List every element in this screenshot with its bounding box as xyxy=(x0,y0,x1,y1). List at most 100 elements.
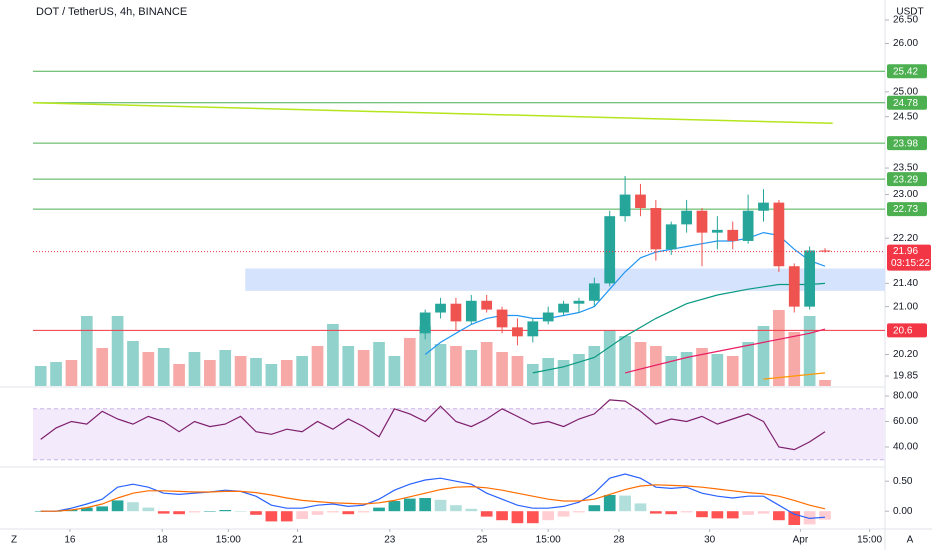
volume-bar xyxy=(265,364,278,386)
y-tick-label: 26.50 xyxy=(893,15,918,26)
macd-histogram-bar xyxy=(265,511,278,522)
x-tick-label: 15:00 xyxy=(857,535,882,546)
macd-histogram-bar xyxy=(588,505,601,512)
y-tick-label: 25.00 xyxy=(893,86,918,97)
candle-body xyxy=(711,229,723,233)
moving-average xyxy=(624,328,826,374)
macd-histogram-bar xyxy=(557,511,570,517)
macd-histogram-bar xyxy=(511,511,524,524)
volume-bar xyxy=(204,360,216,386)
x-tick-label: Apr xyxy=(793,535,809,546)
auto-scale-button[interactable]: A xyxy=(907,535,914,546)
volume-bar xyxy=(96,348,109,386)
volume-bar xyxy=(696,348,708,386)
macd-histogram-bar xyxy=(234,511,247,512)
volume-bar xyxy=(65,360,78,386)
macd-histogram-bar xyxy=(496,511,508,521)
candle-body xyxy=(665,224,677,250)
volume-bar xyxy=(665,356,678,386)
volume-bar xyxy=(603,330,616,386)
rsi-band xyxy=(33,408,885,460)
zoom-button[interactable]: Z xyxy=(11,535,17,546)
moving-average xyxy=(763,372,826,380)
volume-bar xyxy=(496,352,508,386)
volume-bar xyxy=(280,360,293,386)
candle-body xyxy=(419,312,431,334)
macd-histogram-bar xyxy=(250,511,262,515)
candle-body xyxy=(450,303,462,322)
candle-body xyxy=(604,216,616,284)
macd-histogram-bar xyxy=(388,501,401,512)
level-label: 24.78 xyxy=(893,98,918,109)
y-tick-label: 0.00 xyxy=(893,506,913,517)
macd-histogram-bar xyxy=(773,511,785,521)
x-tick-label: 15:00 xyxy=(216,535,241,546)
macd-histogram-bar xyxy=(619,495,631,512)
level-label-bg xyxy=(887,64,927,79)
macd-histogram-bar xyxy=(634,503,647,512)
y-tick-label: 21.00 xyxy=(893,301,918,312)
volume-bar xyxy=(465,350,478,386)
volume-bar xyxy=(327,324,339,386)
volume-bar xyxy=(434,344,447,386)
volume-bar xyxy=(403,338,416,386)
macd-histogram-bar xyxy=(726,511,739,519)
macd-histogram-bar xyxy=(127,502,139,512)
candle-body xyxy=(542,312,554,322)
y-tick-label: 19.85 xyxy=(893,371,918,382)
x-tick-label: 15:00 xyxy=(536,535,561,546)
macd-histogram-bar xyxy=(327,511,339,513)
level-label: 25.42 xyxy=(893,66,918,77)
volume-bar xyxy=(111,316,124,386)
y-tick-label: 80.00 xyxy=(893,391,918,402)
volume-bar xyxy=(819,380,831,386)
volume-bar xyxy=(173,364,185,386)
candle-body xyxy=(788,266,800,307)
macd-histogram-bar xyxy=(80,507,93,512)
y-tick-label: 20.20 xyxy=(893,349,918,360)
volume-bar xyxy=(34,366,47,386)
candle-body xyxy=(435,303,446,313)
macd-histogram-bar xyxy=(650,511,662,514)
macd-histogram-bar xyxy=(419,498,432,512)
macd-histogram-bar xyxy=(465,508,478,512)
y-tick-label: 40.00 xyxy=(893,442,918,453)
candle-body xyxy=(481,300,493,310)
candle-body xyxy=(527,321,539,337)
macd-histogram-bar xyxy=(573,511,585,513)
symbol-title: DOT / TetherUS, 4h, BINANCE xyxy=(36,6,187,18)
y-tick-label: 22.20 xyxy=(893,233,918,244)
macd-histogram-bar xyxy=(788,511,801,525)
volume-bar xyxy=(742,342,754,386)
x-tick-label: 25 xyxy=(477,535,489,546)
volume-bar xyxy=(296,356,308,386)
macd-histogram-bar xyxy=(204,511,216,512)
macd-histogram-bar xyxy=(757,511,770,514)
macd-histogram-bar xyxy=(142,507,155,512)
plot-layer: 26.50 26.00 25.00 24.50 23.50 23.00 22.20 21.40… xyxy=(32,15,931,546)
moving-average xyxy=(424,231,826,355)
x-tick-label: 30 xyxy=(704,535,716,546)
volume-bar xyxy=(250,358,262,386)
macd-histogram-bar xyxy=(173,511,185,515)
candle-body xyxy=(758,202,769,211)
candle-body xyxy=(573,300,585,304)
volume-bar xyxy=(526,364,539,386)
volume-bar xyxy=(634,342,647,386)
volume-bar xyxy=(619,336,631,386)
volume-bar xyxy=(373,342,385,386)
candle-body xyxy=(635,194,646,209)
volume-bar xyxy=(542,358,555,386)
currency-label: USDT xyxy=(896,7,923,18)
candle-body xyxy=(742,210,754,241)
candle-body xyxy=(558,303,569,313)
volume-bar xyxy=(127,341,139,386)
macd-histogram-bar xyxy=(403,498,416,512)
macd-histogram-bar xyxy=(665,511,678,515)
last-price-bg xyxy=(887,244,931,271)
candle-body xyxy=(773,202,785,267)
level-label: 23.29 xyxy=(893,174,918,185)
volume-bar xyxy=(511,356,524,386)
level-label: 22.73 xyxy=(893,204,918,215)
